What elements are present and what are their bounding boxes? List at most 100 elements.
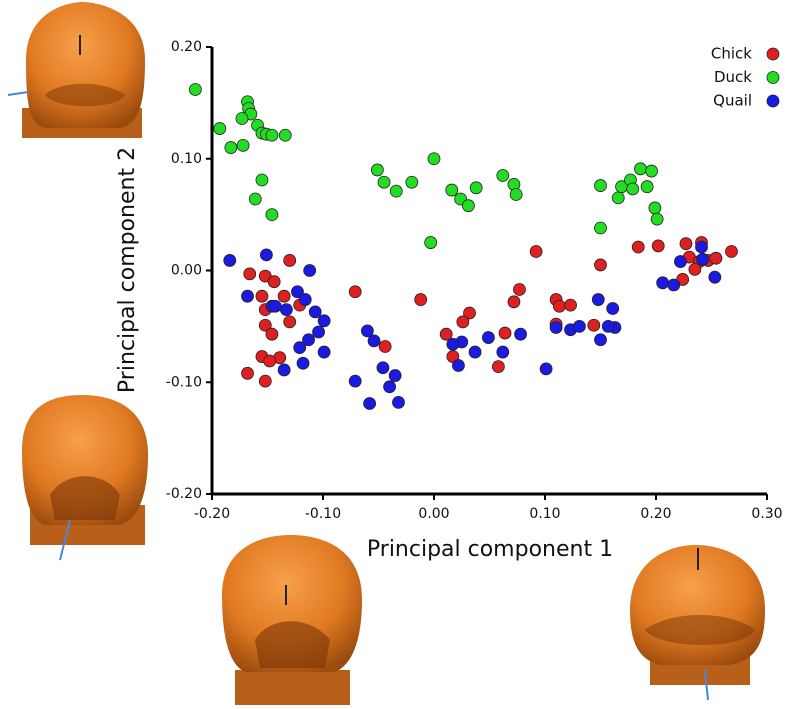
point [424, 236, 438, 249]
embryo-head-bottom-right [630, 545, 765, 701]
point [259, 248, 273, 262]
point [243, 267, 257, 281]
point [414, 293, 428, 306]
y-axis-title: Principal component 2 [115, 147, 140, 393]
point [265, 208, 279, 222]
point [452, 359, 465, 372]
point [348, 374, 362, 388]
y-tick-label: -0.20 [166, 486, 202, 502]
point [656, 276, 670, 290]
point [708, 270, 722, 284]
x-tick-label: -0.10 [305, 506, 341, 522]
point [248, 192, 262, 206]
point [296, 356, 310, 370]
point [591, 293, 605, 306]
point [696, 252, 710, 266]
legend-marker [766, 71, 780, 84]
point [594, 333, 607, 347]
point [634, 162, 647, 176]
x-axis-title: Principal component 1 [367, 537, 613, 562]
point [377, 175, 391, 189]
point [268, 299, 282, 313]
point [606, 302, 620, 315]
point [456, 315, 470, 329]
point [283, 315, 297, 329]
point [650, 212, 664, 226]
point [303, 264, 317, 277]
point [514, 327, 527, 341]
point [463, 306, 476, 320]
point [263, 354, 277, 368]
point [241, 366, 254, 380]
point [462, 199, 475, 213]
point [549, 321, 563, 334]
point [265, 128, 279, 142]
point [611, 191, 625, 205]
point [445, 183, 459, 197]
point [255, 289, 269, 303]
point [446, 337, 460, 351]
point [594, 258, 607, 272]
point [265, 327, 279, 341]
embryo-head-bottom-center [222, 535, 362, 705]
point [594, 221, 607, 235]
point [283, 254, 297, 267]
point [648, 201, 662, 215]
point [469, 181, 483, 195]
y-tick-label: -0.10 [166, 374, 202, 390]
point [688, 262, 702, 276]
legend-label: Chick [711, 45, 752, 63]
legend-label: Duck [714, 68, 752, 86]
point [241, 289, 254, 303]
point [235, 112, 249, 125]
point [392, 395, 405, 409]
legend-marker [766, 47, 780, 61]
point [667, 278, 681, 292]
point [278, 128, 292, 142]
point [539, 362, 553, 376]
x-tick-label: -0.20 [194, 506, 230, 522]
point [224, 141, 238, 154]
point [498, 326, 512, 340]
legend-label: Quail [713, 92, 752, 110]
point [674, 255, 687, 268]
point [279, 303, 293, 317]
point [255, 173, 269, 187]
point [509, 188, 523, 201]
point [312, 325, 325, 339]
point [298, 293, 312, 306]
point [213, 122, 227, 135]
point [302, 333, 315, 347]
embryo-head-bottom-left [22, 395, 148, 561]
point [640, 180, 654, 194]
point [376, 361, 390, 375]
point [370, 163, 384, 177]
point [236, 138, 250, 152]
point [258, 374, 272, 388]
point [553, 299, 566, 313]
point [496, 169, 510, 182]
x-tick-label: 0.30 [751, 506, 782, 522]
point [594, 179, 607, 192]
point [507, 295, 521, 309]
point [308, 305, 322, 319]
point [709, 251, 723, 265]
point [491, 360, 505, 374]
point [573, 319, 586, 333]
point [291, 285, 304, 299]
point [496, 345, 510, 359]
point [439, 327, 453, 341]
x-tick-label: 0.20 [640, 506, 671, 522]
embryo-head-top-left [7, 2, 145, 138]
y-tick-label: 0.20 [171, 39, 202, 55]
point [360, 324, 374, 338]
point [601, 319, 615, 333]
point [367, 334, 381, 348]
point [513, 283, 526, 296]
point [651, 239, 665, 253]
point [293, 341, 307, 355]
point [383, 380, 397, 394]
x-tick-label: 0.10 [529, 506, 560, 522]
x-tick-label: 0.00 [418, 506, 449, 522]
point [277, 289, 291, 303]
